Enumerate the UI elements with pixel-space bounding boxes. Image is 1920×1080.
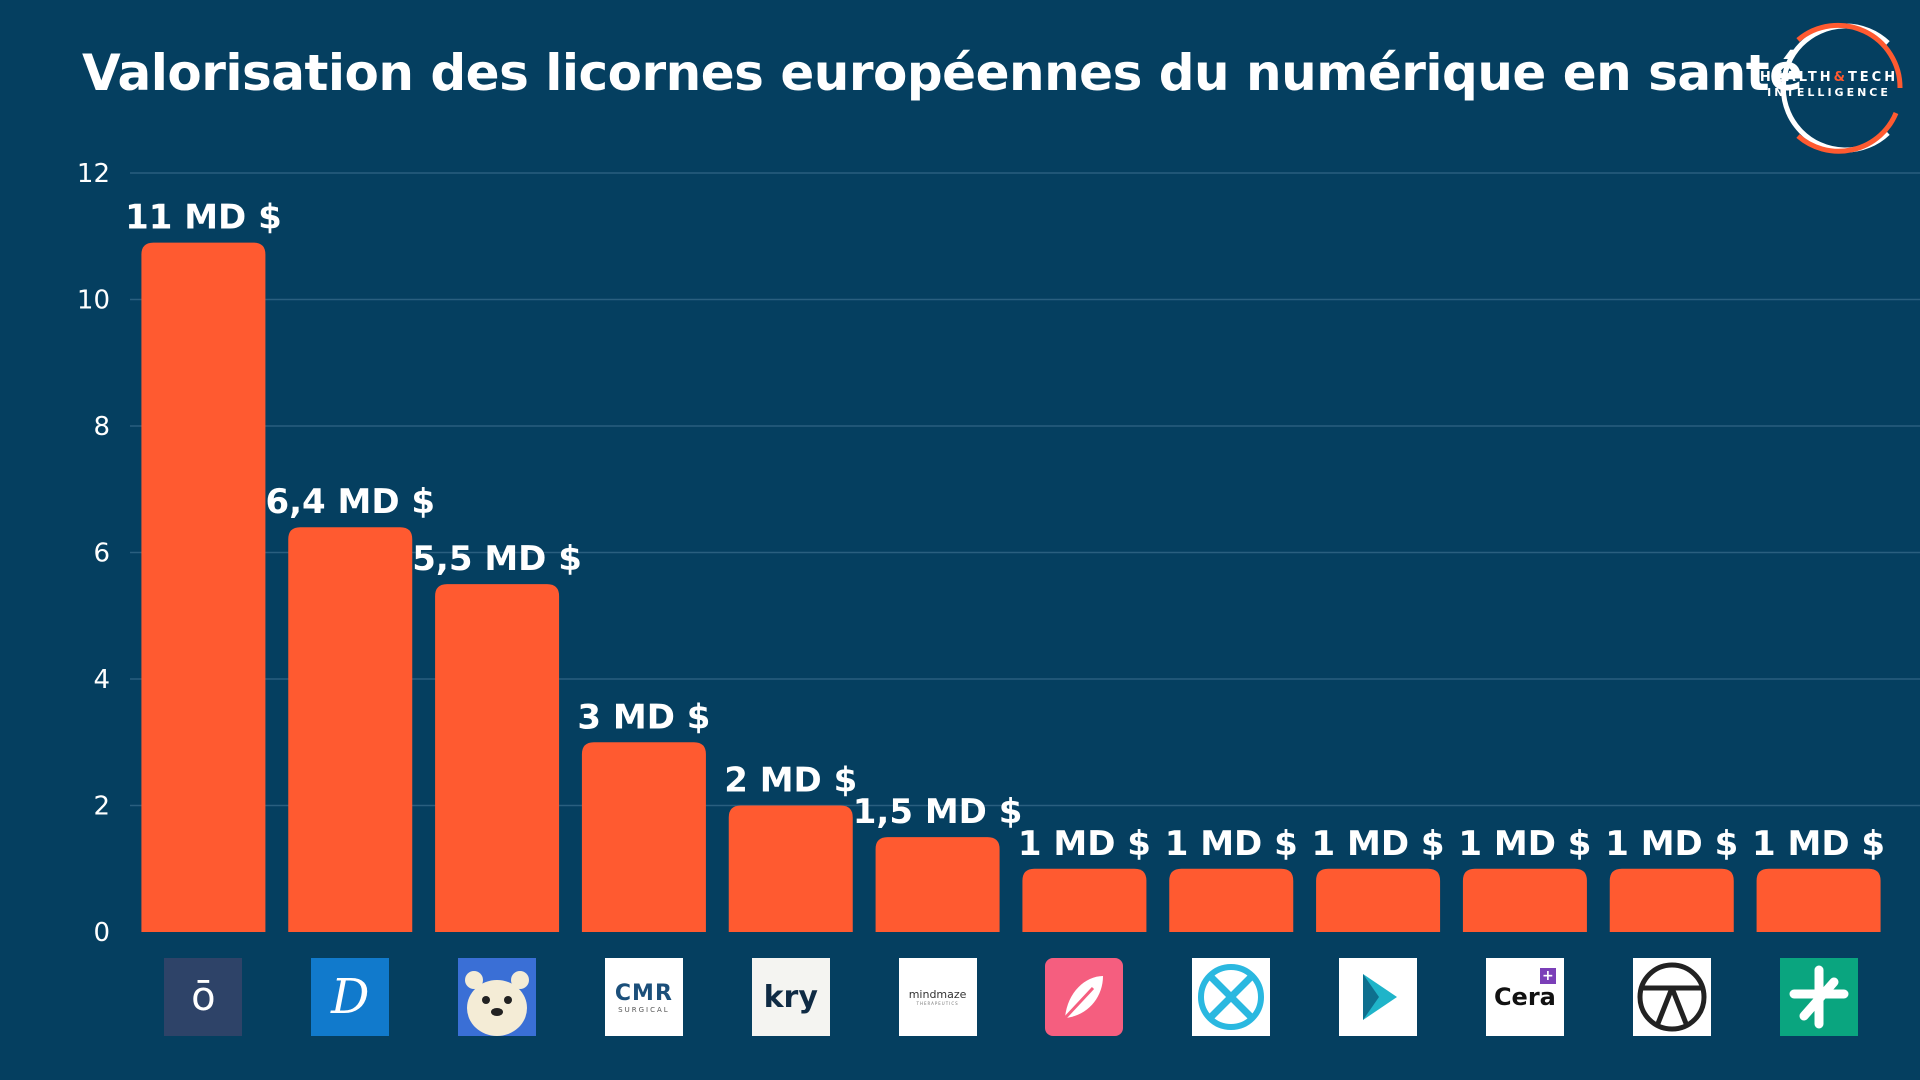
brand-logo: HEALTH&TECH INTELLIGENCE	[1738, 18, 1920, 158]
bar-doctolib-logo	[288, 527, 413, 932]
cera-logo: Cera +	[1485, 958, 1564, 1036]
y-tick-label: 2	[93, 792, 110, 822]
chart-title: Valorisation des licornes européennes du…	[82, 44, 1803, 102]
play-icon	[1363, 974, 1398, 1020]
value-label: 11 MD $	[125, 198, 282, 238]
doctolib-logo-glyph: D	[331, 969, 370, 1025]
plus-icon: +	[1539, 968, 1556, 984]
bear-logo	[458, 958, 537, 1036]
x-icon	[1198, 964, 1265, 1030]
bar-person-circle-logo	[1609, 868, 1734, 932]
cmr-logo-text: CMR	[614, 980, 673, 1006]
y-tick-label: 12	[77, 159, 110, 189]
cross-icon	[1789, 965, 1849, 1029]
oura-logo: ō	[164, 958, 243, 1036]
value-label: 1,5 MD $	[853, 792, 1023, 832]
x-logo	[1192, 958, 1271, 1036]
mindmaze-logo-text: mindmaze	[908, 988, 967, 1001]
mindmaze-logo-subtext: THERAPEUTICS	[916, 1001, 959, 1006]
bar-kry-logo	[728, 805, 853, 932]
bar-bear-logo	[435, 584, 560, 932]
y-tick-label: 0	[93, 918, 110, 948]
bar-play-logo	[1316, 868, 1441, 932]
value-label: 6,4 MD $	[265, 482, 435, 522]
bar-oura-logo	[141, 242, 266, 932]
brand-ring-icon	[1780, 22, 1903, 154]
value-label: 1 MD $	[1752, 824, 1885, 864]
value-label: 3 MD $	[577, 697, 710, 737]
value-label: 1 MD $	[1165, 824, 1298, 864]
cross-logo	[1779, 958, 1858, 1036]
value-label: 5,5 MD $	[412, 539, 582, 579]
value-label: 1 MD $	[1018, 824, 1151, 864]
bar-mindmaze-logo	[875, 837, 1000, 932]
y-tick-label: 6	[93, 539, 110, 569]
y-tick-label: 8	[93, 412, 110, 442]
feather-icon	[1064, 976, 1104, 1020]
bear-icon	[465, 971, 530, 1036]
flo-logo	[1045, 958, 1124, 1036]
value-label: 1 MD $	[1458, 824, 1591, 864]
value-label: 1 MD $	[1312, 824, 1445, 864]
bar-x-logo	[1169, 868, 1294, 932]
cmr-logo-subtext: SURGICAL	[618, 1005, 670, 1014]
bar-cmr-surgical-logo	[581, 742, 706, 932]
person-circle-icon	[1637, 962, 1707, 1032]
y-tick-label: 10	[77, 286, 110, 316]
bar-cross-logo	[1756, 868, 1881, 932]
cmr-surgical-logo: CMR SURGICAL	[604, 958, 683, 1036]
oura-logo-glyph: ō	[191, 974, 216, 1020]
kry-logo: kry	[751, 958, 830, 1036]
bar-flo-logo	[1022, 868, 1147, 932]
value-label: 2 MD $	[724, 761, 857, 801]
doctolib-logo: D	[311, 958, 390, 1036]
brand-line-2: INTELLIGENCE	[1767, 86, 1891, 99]
bar-cera-logo	[1462, 868, 1587, 932]
mindmaze-logo: mindmaze THERAPEUTICS	[898, 958, 977, 1036]
person-circle-logo	[1632, 958, 1711, 1036]
play-logo	[1339, 958, 1418, 1036]
cera-logo-text: Cera	[1493, 983, 1556, 1011]
y-tick-label: 4	[93, 665, 110, 695]
kry-logo-text: kry	[763, 979, 818, 1015]
brand-line-1: HEALTH&TECH	[1759, 70, 1899, 85]
value-label: 1 MD $	[1605, 824, 1738, 864]
